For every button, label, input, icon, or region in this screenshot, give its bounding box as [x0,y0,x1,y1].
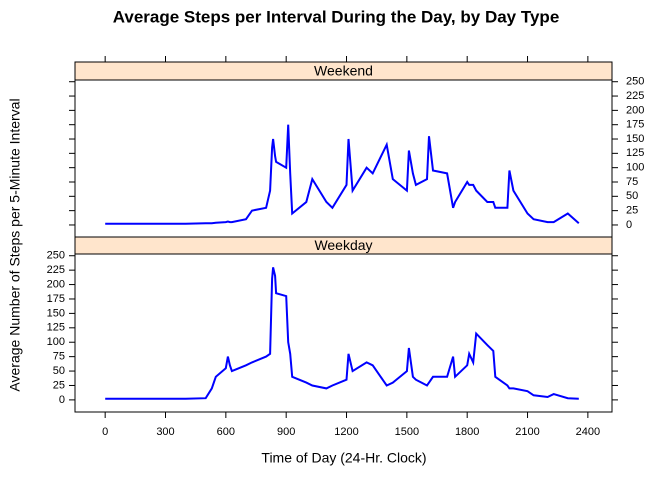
x-tick-label: 1500 [395,426,419,438]
x-tick-label: 2100 [515,426,539,438]
panel [74,79,613,238]
y-tick-label: 150 [626,133,644,145]
y-tick-label: 200 [47,278,65,290]
y-tick-label: 0 [626,219,632,231]
y-tick-label: 175 [47,293,65,305]
y-tick-label: 0 [59,394,65,406]
x-tick-label: 0 [102,426,108,438]
x-tick-label: 1200 [334,426,358,438]
y-tick-label: 25 [53,379,65,391]
y-tick-label: 125 [626,147,644,159]
y-tick-label: 250 [47,250,65,262]
y-tick-label: 225 [47,264,65,276]
line [105,124,580,225]
x-axis-title: Time of Day (24-Hr. Clock) [261,450,426,466]
y-tick-label: 175 [626,119,644,131]
y-tick-label: 100 [626,162,644,174]
strip-label: Weekday [314,237,372,253]
y-tick-label: 225 [626,90,644,102]
y-tick-label: 200 [626,104,644,116]
y-tick-label: 250 [626,76,644,88]
x-tick-label: 300 [156,426,174,438]
chart-title: Average Steps per Interval During the Da… [113,7,560,26]
x-tick-label: 1800 [455,426,479,438]
panel [74,253,613,413]
line [105,267,579,400]
x-tick-label: 600 [217,426,235,438]
y-tick-label: 75 [53,351,65,363]
y-tick-label: 50 [626,190,638,202]
y-tick-label: 25 [626,205,638,217]
x-tick-label: 900 [277,426,295,438]
y-tick-label: 50 [53,365,65,377]
strip-label: Weekend [314,63,373,79]
y-tick-label: 100 [47,336,65,348]
y-axis-title: Average Number of Steps per 5-Minute Int… [7,98,23,391]
y-tick-label: 150 [47,307,65,319]
y-tick-label: 125 [47,322,65,334]
y-tick-label: 75 [626,176,638,188]
x-tick-label: 2400 [576,426,600,438]
